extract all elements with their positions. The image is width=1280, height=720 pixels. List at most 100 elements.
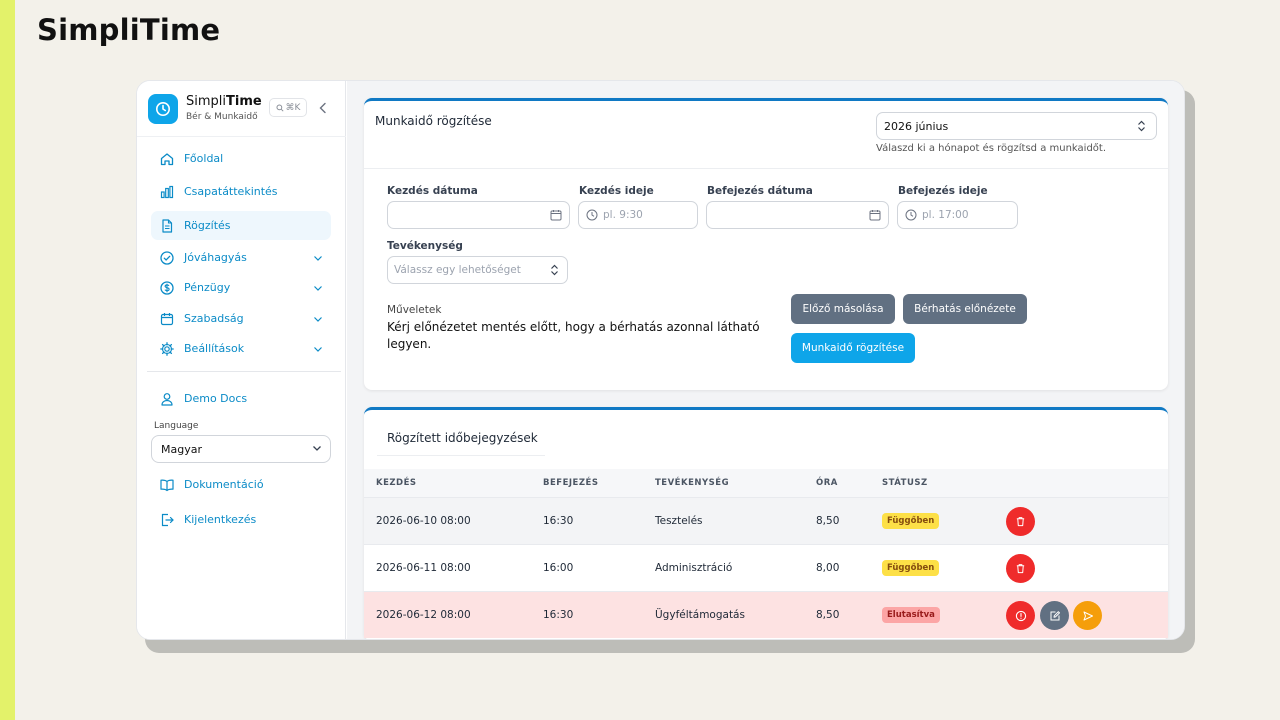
column-header-start: KEZDÉS: [376, 478, 417, 488]
sidebar-item-label: Főoldal: [184, 152, 224, 165]
brand-header: SimpliTime Bér & Munkaidő ⌘K: [137, 81, 346, 137]
card-separator: [364, 168, 1168, 169]
start-time-placeholder: pl. 9:30: [603, 209, 643, 221]
command-palette-button[interactable]: ⌘K: [269, 98, 307, 117]
delete-button[interactable]: [1006, 554, 1035, 583]
table-row[interactable]: 2026-06-11 08:00 16:00 Adminisztráció 8,…: [364, 544, 1168, 591]
book-icon: [158, 476, 176, 494]
chevron-left-icon: [319, 102, 326, 114]
info-button[interactable]: [1006, 601, 1035, 630]
end-date-field[interactable]: [706, 201, 889, 229]
cell-hours: 8,50: [816, 609, 840, 621]
sidebar-item-demo-docs[interactable]: Demo Docs: [151, 384, 331, 413]
chevron-down-icon: [311, 251, 325, 265]
activity-select[interactable]: Válassz egy lehetőséget: [387, 256, 568, 284]
brand-subtitle: Bér & Munkaidő: [186, 112, 258, 122]
sidebar-item-recording[interactable]: Rögzítés: [151, 211, 331, 240]
document-icon: [158, 217, 176, 235]
sidebar-divider: [147, 371, 341, 372]
sidebar-item-label: Beállítások: [184, 342, 245, 355]
month-hint: Válaszd ki a hónapot és rögzítsd a munka…: [876, 143, 1107, 154]
resubmit-button[interactable]: [1073, 601, 1102, 630]
clock-logo-icon: [148, 94, 178, 124]
month-value: 2026 június: [884, 119, 949, 133]
dollar-icon: [158, 279, 176, 297]
sidebar-item-home[interactable]: Főoldal: [151, 144, 331, 173]
calendar-icon: [869, 209, 881, 221]
sidebar-item-label: Dokumentáció: [184, 478, 264, 491]
start-date-field[interactable]: [387, 201, 570, 229]
sidebar-item-label: Kijelentkezés: [184, 513, 257, 526]
cell-hours: 8,00: [816, 562, 840, 574]
table-row[interactable]: 2026-06-12 08:00 16:30 Ügyféltámogatás 8…: [364, 591, 1168, 638]
sidebar-item-label: Pénzügy: [184, 281, 231, 294]
cell-start: 2026-06-11 08:00: [376, 562, 471, 574]
end-time-label: Befejezés ideje: [898, 185, 988, 197]
left-accent-stripe: [0, 0, 15, 720]
bar-chart-icon: [158, 183, 176, 201]
cell-activity: Tesztelés: [655, 515, 703, 527]
gear-icon: [158, 340, 176, 358]
delete-button[interactable]: [1006, 507, 1035, 536]
user-icon: [158, 390, 176, 408]
home-icon: [158, 150, 176, 168]
card-title: Rögzített időbejegyzések: [387, 431, 538, 445]
card-title: Munkaidő rögzítése: [375, 114, 492, 128]
status-badge: Függőben: [882, 560, 940, 576]
sidebar: SimpliTime Bér & Munkaidő ⌘K Főoldal Csa…: [137, 81, 346, 639]
sidebar-item-logout[interactable]: Kijelentkezés: [151, 505, 331, 534]
cell-start: 2026-06-12 08:00: [376, 609, 471, 621]
page-heading: SimpliTime: [37, 13, 221, 47]
actions-label: Műveletek: [387, 304, 442, 316]
collapse-sidebar-button[interactable]: [315, 98, 331, 118]
sidebar-item-label: Szabadság: [184, 312, 244, 325]
start-time-field[interactable]: pl. 9:30: [578, 201, 698, 229]
sidebar-item-documentation[interactable]: Dokumentáció: [151, 470, 331, 499]
column-header-hours: ÓRA: [816, 478, 838, 488]
logout-icon: [158, 511, 176, 529]
end-date-label: Befejezés dátuma: [707, 185, 813, 197]
column-header-end: BEFEJEZÉS: [543, 478, 599, 488]
shortcut-label: ⌘K: [285, 102, 301, 113]
column-header-status: STÁTUSZ: [882, 478, 928, 488]
copy-previous-button[interactable]: Előző másolása: [791, 294, 895, 324]
sidebar-item-leave[interactable]: Szabadság: [151, 304, 331, 333]
chevron-updown-icon: [1137, 120, 1146, 135]
check-circle-icon: [158, 249, 176, 267]
status-badge: Függőben: [882, 513, 940, 529]
sidebar-item-finance[interactable]: Pénzügy: [151, 273, 331, 302]
table-header: KEZDÉS BEFEJEZÉS TEVÉKENYSÉG ÓRA STÁTUSZ: [364, 469, 1168, 497]
chevron-down-icon: [311, 312, 325, 326]
trash-icon: [1016, 517, 1025, 527]
chevron-down-icon: [311, 281, 325, 295]
month-select[interactable]: 2026 június: [876, 112, 1157, 140]
chevron-updown-icon: [550, 264, 559, 276]
end-time-field[interactable]: pl. 17:00: [897, 201, 1018, 229]
search-icon: [276, 103, 284, 112]
time-entry-card: Munkaidő rögzítése 2026 június Válaszd k…: [364, 98, 1168, 390]
language-value: Magyar: [161, 442, 202, 456]
language-select[interactable]: Magyar: [151, 435, 331, 463]
sidebar-item-settings[interactable]: Beállítások: [151, 334, 331, 363]
cell-end: 16:30: [543, 609, 574, 621]
sidebar-item-team-overview[interactable]: Csapatáttekintés: [151, 177, 331, 206]
pay-preview-button[interactable]: Bérhatás előnézete: [903, 294, 1027, 324]
cell-end: 16:00: [543, 562, 574, 574]
clock-icon: [586, 209, 598, 221]
cell-hours: 8,50: [816, 515, 840, 527]
trash-icon: [1016, 564, 1025, 574]
sidebar-item-approval[interactable]: Jóváhagyás: [151, 243, 331, 272]
edit-button[interactable]: [1040, 601, 1069, 630]
cell-start: 2026-06-10 08:00: [376, 515, 471, 527]
submit-time-button[interactable]: Munkaidő rögzítése: [791, 333, 915, 363]
cell-end: 16:30: [543, 515, 574, 527]
end-time-placeholder: pl. 17:00: [922, 209, 969, 221]
main-content: Munkaidő rögzítése 2026 június Válaszd k…: [347, 81, 1184, 639]
activity-label: Tevékenység: [387, 240, 463, 252]
clock-icon: [905, 209, 917, 221]
cell-activity: Ügyféltámogatás: [655, 609, 745, 621]
brand-name: SimpliTime: [186, 94, 262, 109]
column-header-activity: TEVÉKENYSÉG: [655, 478, 730, 488]
sidebar-item-label: Rögzítés: [184, 219, 231, 232]
table-row[interactable]: 2026-06-10 08:00 16:30 Tesztelés 8,50 Fü…: [364, 497, 1168, 544]
